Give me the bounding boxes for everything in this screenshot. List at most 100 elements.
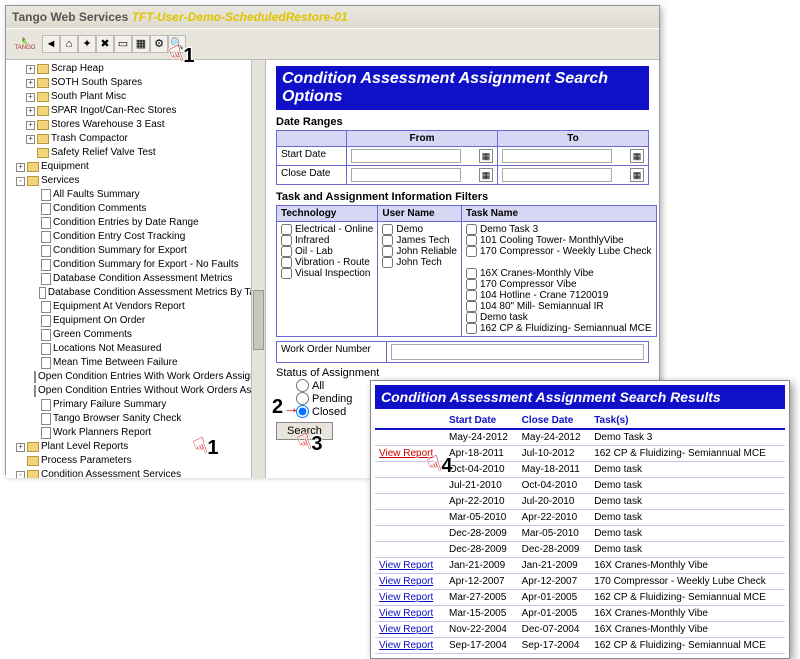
grid-icon[interactable]: ▦ xyxy=(132,35,150,53)
status-radio[interactable] xyxy=(296,392,309,405)
result-row: View ReportApr-18-2011Jul-10-2012162 CP … xyxy=(375,446,785,462)
task-checkbox[interactable] xyxy=(466,279,477,290)
view-report-link[interactable]: View Report xyxy=(379,608,433,619)
app-logo: 🦜TANGO xyxy=(10,31,40,57)
result-row: Apr-22-2010Jul-20-2010Demo task xyxy=(375,494,785,510)
tech-checkbox[interactable] xyxy=(281,268,292,279)
home-icon[interactable]: ⌂ xyxy=(60,35,78,53)
expand-icon[interactable]: + xyxy=(26,135,35,144)
calendar-icon[interactable]: ▦ xyxy=(479,149,493,163)
task-checkbox[interactable] xyxy=(466,268,477,279)
cell-task: Demo Task 3 xyxy=(590,429,785,446)
date-to-input[interactable] xyxy=(502,149,612,163)
tree-item[interactable]: Condition Entry Cost Tracking xyxy=(10,230,265,244)
task-checkbox[interactable] xyxy=(466,246,477,257)
wrench-icon[interactable]: ✖ xyxy=(96,35,114,53)
tech-checkbox[interactable] xyxy=(281,235,292,246)
doc-icon[interactable]: ▭ xyxy=(114,35,132,53)
tech-label: Infrared xyxy=(295,235,329,246)
back-icon[interactable]: ◄ xyxy=(42,35,60,53)
expand-icon[interactable]: + xyxy=(26,121,35,130)
tree-item[interactable]: Open Condition Entries With Work Orders … xyxy=(10,370,265,384)
tree-item[interactable]: + South Plant Misc xyxy=(10,90,265,104)
tree-item[interactable]: Locations Not Measured xyxy=(10,342,265,356)
fold-icon xyxy=(37,148,49,158)
task-checkbox[interactable] xyxy=(466,290,477,301)
tree-item[interactable]: Condition Summary for Export xyxy=(10,244,265,258)
status-radio[interactable] xyxy=(296,405,309,418)
expand-icon[interactable]: + xyxy=(26,107,35,116)
tree-item[interactable]: Work Planners Report xyxy=(10,426,265,440)
tech-checkbox[interactable] xyxy=(281,246,292,257)
calendar-icon[interactable]: ▦ xyxy=(630,149,644,163)
tree-item[interactable]: +Trash Compactor xyxy=(10,132,265,146)
tree-scrollbar[interactable] xyxy=(251,60,265,478)
tree-item[interactable]: Equipment At Vendors Report xyxy=(10,300,265,314)
tree-item[interactable]: Safety Relief Valve Test xyxy=(10,146,265,160)
tree-item[interactable]: Database Condition Assessment Metrics By… xyxy=(10,286,265,300)
result-row: View ReportJan-21-2009Jan-21-200916X Cra… xyxy=(375,558,785,574)
result-row: Mar-05-2010Apr-22-2010Demo task xyxy=(375,510,785,526)
expand-icon[interactable]: + xyxy=(26,93,35,102)
tree-item[interactable]: Process Parameters xyxy=(10,454,265,468)
tree-item[interactable]: Mean Time Between Failure xyxy=(10,356,265,370)
tech-checkbox[interactable] xyxy=(281,257,292,268)
task-checkbox[interactable] xyxy=(466,301,477,312)
expand-icon[interactable]: - xyxy=(16,177,25,186)
user-checkbox[interactable] xyxy=(382,246,393,257)
date-to-input[interactable] xyxy=(502,168,612,182)
tree-item[interactable]: Primary Failure Summary xyxy=(10,398,265,412)
search-icon[interactable]: 🔍 xyxy=(168,35,186,53)
gear-icon[interactable]: ⚙ xyxy=(150,35,168,53)
view-report-link[interactable]: View Report xyxy=(379,576,433,587)
tree-item[interactable]: +Plant Level Reports xyxy=(10,440,265,454)
tree-item[interactable]: Tango Browser Sanity Check xyxy=(10,412,265,426)
cell-task: Demo task xyxy=(590,494,785,510)
calendar-icon[interactable]: ▦ xyxy=(479,168,493,182)
tech-checkbox[interactable] xyxy=(281,224,292,235)
cell-close: Mar-05-2010 xyxy=(518,526,591,542)
calendar-icon[interactable]: ▦ xyxy=(630,168,644,182)
tree-item[interactable]: Condition Comments xyxy=(10,202,265,216)
tree-item[interactable]: Condition Summary for Export - No Faults xyxy=(10,258,265,272)
view-report-link[interactable]: View Report xyxy=(379,624,433,635)
view-report-link[interactable]: View Report xyxy=(379,560,433,571)
task-checkbox[interactable] xyxy=(466,224,477,235)
task-checkbox[interactable] xyxy=(466,323,477,334)
expand-icon[interactable]: + xyxy=(26,65,35,74)
status-radio[interactable] xyxy=(296,379,309,392)
user-checkbox[interactable] xyxy=(382,235,393,246)
date-from-input[interactable] xyxy=(351,168,461,182)
task-checkbox[interactable] xyxy=(466,312,477,323)
tree-item[interactable]: Condition Entries by Date Range xyxy=(10,216,265,230)
tree-item[interactable]: +Equipment xyxy=(10,160,265,174)
view-report-link[interactable]: View Report xyxy=(379,592,433,603)
cell-start: Dec-28-2009 xyxy=(445,526,518,542)
tree-item[interactable]: -Services xyxy=(10,174,265,188)
view-report-link[interactable]: View Report xyxy=(379,640,433,651)
view-report-link[interactable]: View Report xyxy=(379,448,433,459)
tree-item[interactable]: All Faults Summary xyxy=(10,188,265,202)
expand-icon[interactable]: + xyxy=(16,163,25,172)
task-checkbox[interactable] xyxy=(466,235,477,246)
tree-item[interactable]: Open Condition Entries Without Work Orde… xyxy=(10,384,265,398)
tree-item[interactable]: +Stores Warehouse 3 East xyxy=(10,118,265,132)
expand-icon[interactable]: + xyxy=(26,79,35,88)
expand-icon[interactable]: + xyxy=(16,443,25,452)
search-button[interactable]: Search xyxy=(276,422,333,440)
user-checkbox[interactable] xyxy=(382,224,393,235)
tree-item[interactable]: Equipment On Order xyxy=(10,314,265,328)
expand-icon[interactable]: - xyxy=(16,471,25,479)
tree-item[interactable]: Green Comments xyxy=(10,328,265,342)
work-order-input[interactable] xyxy=(391,344,644,360)
tree-item[interactable]: +SPAR Ingot/Can-Rec Stores xyxy=(10,104,265,118)
user-checkbox[interactable] xyxy=(382,257,393,268)
tree-item[interactable]: +Scrap Heap xyxy=(10,62,265,76)
tree-label: South Plant Misc xyxy=(51,90,126,104)
tools-icon[interactable]: ✦ xyxy=(78,35,96,53)
tree-item[interactable]: -Condition Assessment Services xyxy=(10,468,265,478)
nav-tree[interactable]: +Scrap Heap+SOTH South Spares+South Plan… xyxy=(6,60,266,478)
tree-item[interactable]: +SOTH South Spares xyxy=(10,76,265,90)
tree-item[interactable]: Database Condition Assessment Metrics xyxy=(10,272,265,286)
date-from-input[interactable] xyxy=(351,149,461,163)
